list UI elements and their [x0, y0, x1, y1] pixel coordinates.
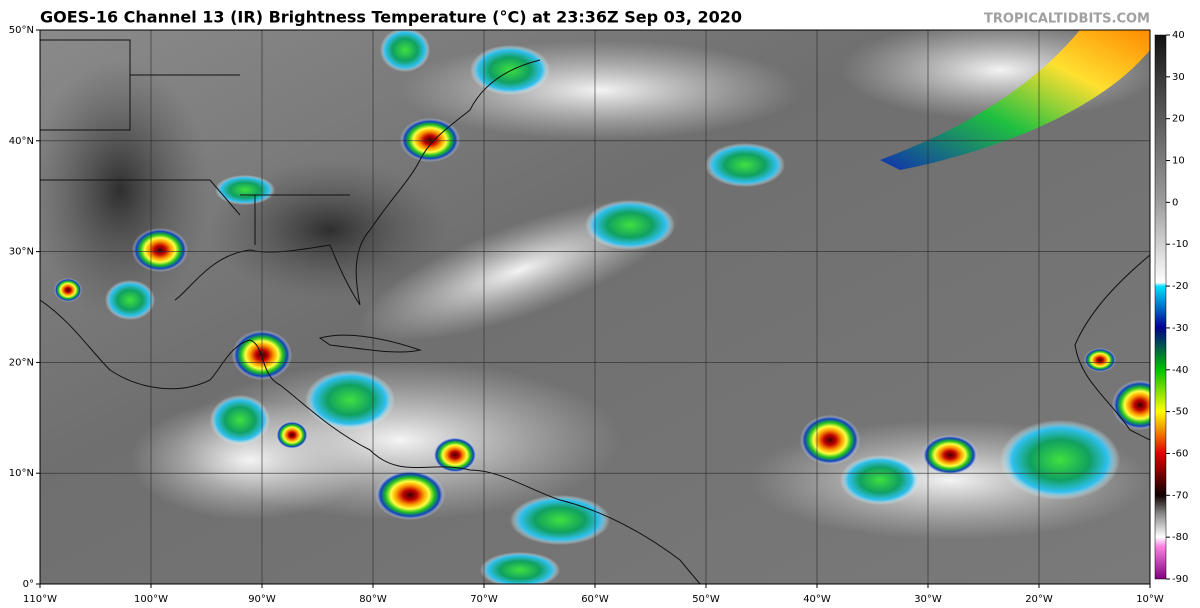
colorbar-label: 0 [1172, 197, 1178, 208]
colorbar-label: -50 [1172, 407, 1188, 418]
convection [705, 143, 785, 187]
lat-label: 0° [23, 579, 34, 590]
convection [305, 370, 395, 430]
graticule [40, 30, 1150, 584]
storm [1112, 380, 1150, 430]
storm [800, 415, 860, 465]
convection [215, 175, 275, 205]
colorbar-label: -70 [1172, 490, 1188, 501]
lat-label: 50°N [9, 25, 34, 36]
colorbar-label: -20 [1172, 281, 1188, 292]
colorbar-label: 10 [1172, 156, 1185, 167]
colorbar-label: -40 [1172, 365, 1188, 376]
convection [840, 455, 920, 505]
colorbar-label: 40 [1172, 30, 1185, 41]
lon-label: 10°W [1136, 594, 1164, 605]
convection [380, 30, 430, 72]
colorbar-label: 30 [1172, 72, 1185, 83]
convection [105, 280, 155, 320]
colorbar-label: -10 [1172, 239, 1188, 250]
lon-label: 100°W [134, 594, 168, 605]
lat-label: 40°N [9, 136, 34, 147]
lon-label: 30°W [914, 594, 942, 605]
storm [433, 437, 477, 473]
colorbar-label: -90 [1172, 574, 1188, 585]
colorbar [1154, 34, 1167, 580]
colorbar-label: 20 [1172, 114, 1185, 125]
storm [400, 118, 460, 162]
storm [54, 278, 82, 302]
storm [375, 470, 445, 520]
source: TROPICALTIDBITS.COM [984, 12, 1150, 27]
borders [40, 39, 350, 245]
lon-label: 110°W [23, 594, 57, 605]
cloud [130, 400, 370, 520]
colorbar-label: -60 [1172, 448, 1188, 459]
lat-label: 30°N [9, 247, 34, 258]
coastline [318, 334, 422, 353]
storm [132, 228, 188, 272]
jet-cloud-band [880, 30, 1150, 170]
storm [1084, 348, 1116, 372]
cloud [400, 40, 800, 140]
coastline [40, 299, 701, 584]
convection [585, 200, 675, 250]
storm [922, 435, 978, 475]
lon-label: 50°W [692, 594, 720, 605]
lon-label: 20°W [1025, 594, 1053, 605]
lon-label: 90°W [248, 594, 276, 605]
lon-label: 80°W [359, 594, 387, 605]
convection [210, 395, 270, 445]
coastline [174, 59, 541, 306]
lat-label: 10°N [9, 468, 34, 479]
lat-label: 20°N [9, 357, 34, 368]
title: GOES-16 Channel 13 (IR) Brightness Tempe… [40, 8, 742, 27]
colorbar-label: -30 [1172, 323, 1188, 334]
convection [1000, 420, 1120, 500]
lon-label: 70°W [470, 594, 498, 605]
lon-label: 40°W [803, 594, 831, 605]
dark-land [40, 60, 210, 320]
lon-label: 60°W [581, 594, 609, 605]
convection [470, 45, 550, 95]
convection [480, 552, 560, 584]
colorbar-label: -80 [1172, 532, 1188, 543]
storm [276, 421, 308, 449]
coastline [1074, 254, 1150, 441]
satellite-image [40, 30, 1150, 584]
